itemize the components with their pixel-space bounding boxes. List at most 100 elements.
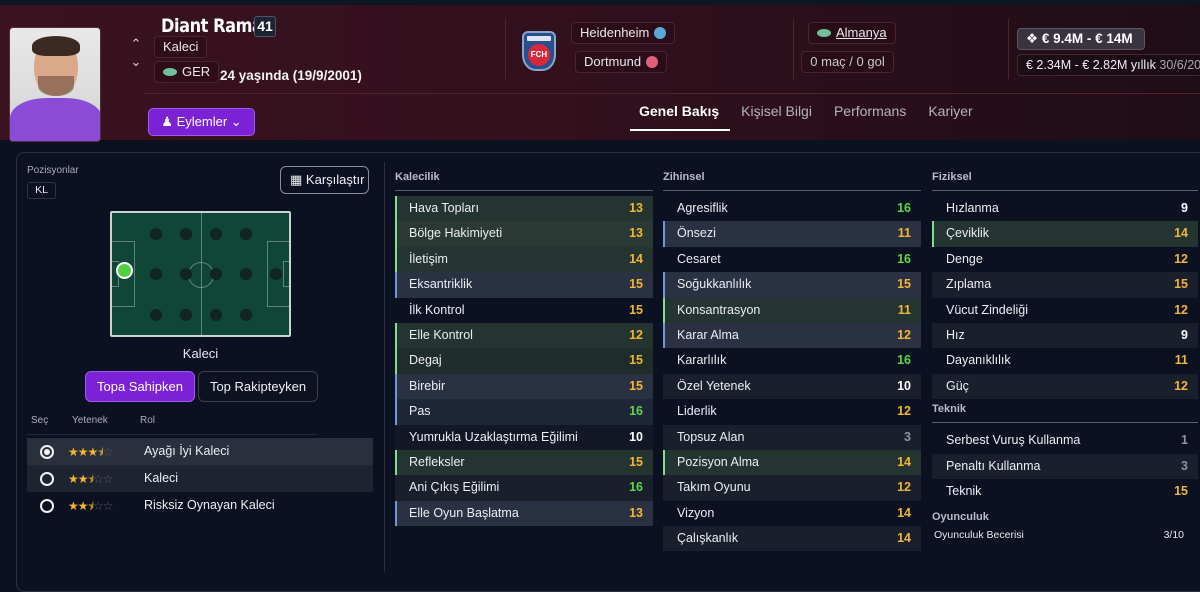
attribute-row[interactable]: Özel Yetenek 10 [663,373,921,400]
wage-chip: € 2.34M - € 2.82M yıllık 30/6/20 [1017,54,1200,76]
shirt-number: 41 [254,16,276,37]
top-strip [0,0,1200,5]
section-title: Kalecilik [395,171,440,183]
role-radio[interactable] [40,445,54,459]
attribute-row[interactable]: Hızlanma 9 [946,201,1188,215]
chevron-up-icon[interactable]: ⌃ [130,36,142,51]
flag-icon [163,67,177,76]
compare-button[interactable]: ▦ Karşılaştır [280,166,369,194]
nation-link[interactable]: Almanya [836,25,887,40]
in-possession-toggle[interactable]: Topa Sahipken [85,371,195,402]
attribute-row[interactable]: Refleksler 15 [395,449,653,476]
attribute-row[interactable]: Ani Çıkış Eğilimi 16 [395,475,653,501]
role-name: Kaleci [144,471,179,485]
role-table-divider [27,434,317,435]
actions-button[interactable]: ♟ Eylemler ⌄ [148,108,255,136]
attribute-row[interactable]: Serbest Vuruş Kullanma 1 [946,433,1188,448]
physical-attributes: Fiziksel Hızlanma 9 Çeviklik 14 Denge 12 Zı… [932,170,1198,544]
transfer-value-chip: ❖ € 9.4M - € 14M [1017,28,1145,50]
role-radio[interactable] [40,499,54,513]
loan-clock-icon [654,26,667,39]
nationality-chip[interactable]: GER [154,61,220,83]
parent-club-name: Dortmund [584,54,642,69]
star-rating: ★★⯨☆☆ [68,499,113,513]
section-title: Oyunculuk [932,511,989,524]
select-header: Seç [31,415,49,426]
section-title: Zihinsel [663,171,705,183]
attribute-row[interactable]: Birebir 15 [395,373,653,400]
attribute-row[interactable]: Vücut Zindeliği 12 [946,302,1188,317]
role-row[interactable]: ★★⯨☆☆ Kaleci [27,465,373,492]
transfer-value: € 9.4M - € 14M [1041,31,1133,46]
attribute-row[interactable]: Karar Alma 12 [663,322,921,349]
attribute-row[interactable]: Dayanıklılık 11 [946,353,1188,368]
caps-chip: 0 maç / 0 gol [801,51,894,73]
attribute-row[interactable]: Vizyon 14 [677,505,911,520]
divider [505,19,506,79]
attribute-row[interactable]: Hava Topları 13 [395,196,653,222]
positions-title: Pozisyonlar [27,165,79,176]
attribute-row[interactable]: Çeviklik 14 [932,221,1198,247]
attribute-row[interactable]: Elle Kontrol 12 [395,322,653,349]
person-icon: ♟ [161,114,173,129]
flag-icon [817,28,831,37]
actions-label: Eylemler [176,114,228,129]
compare-label: Karşılaştır [305,172,365,187]
role-radio[interactable] [40,472,54,486]
goalkeeping-attributes: Kalecilik Hava Topları 13 Bölge Hakimiyet… [395,170,653,527]
attribute-row[interactable]: Agresiflik 16 [677,201,911,215]
role-row[interactable]: ★★★⯨☆ Ayağı İyi Kaleci [27,438,373,465]
attribute-row[interactable]: Soğukkanlılık 15 [663,272,921,298]
attribute-row[interactable]: Zıplama 15 [932,272,1198,298]
role-name: Ayağı İyi Kaleci [144,444,230,458]
attribute-row[interactable]: Güç 12 [932,373,1198,400]
player-nav: ⌃ ⌄ [128,35,144,71]
attribute-row[interactable]: Hız 9 [932,322,1198,349]
attribute-row[interactable]: Degaj 15 [395,348,653,374]
attribute-row[interactable]: Teknik 15 [946,483,1188,498]
tab-overview[interactable]: Genel Bakış [628,101,731,135]
attribute-row[interactable]: Topsuz Alan 3 [663,424,921,450]
club-badge[interactable]: FCH [522,31,556,71]
attribute-row[interactable]: Pozisyon Alma 14 [663,449,921,476]
acting-row: Oyunculuk Becerisi 3/10 [934,529,1184,542]
attribute-row[interactable]: Çalışkanlık 14 [663,526,921,552]
attribute-row[interactable]: Elle Oyun Başlatma 13 [395,500,653,527]
chevron-down-icon[interactable]: ⌄ [130,54,142,69]
attribute-row[interactable]: Denge 12 [946,251,1188,266]
role-row[interactable]: ★★⯨☆☆ Risksiz Oynayan Kaleci [27,492,373,519]
loan-clock-icon [646,55,659,68]
divider [793,19,794,79]
attribute-row[interactable]: Önsezi 11 [663,221,921,247]
attribute-row[interactable]: Eksantriklik 15 [395,272,653,298]
attribute-row[interactable]: İletişim 14 [395,246,653,273]
attribute-row[interactable]: Yumrukla Uzaklaştırma Eğilimi 10 [395,424,653,450]
out-of-possession-toggle[interactable]: Top Rakipteyken [198,371,318,402]
contract-expiry: 30/6/20 [1159,58,1200,72]
star-rating: ★★★⯨☆ [68,445,113,459]
tab-performance[interactable]: Performans [833,103,907,119]
attribute-row[interactable]: Cesaret 16 [677,251,911,266]
tab-personal-info[interactable]: Kişisel Bilgi [741,103,812,119]
goalkeeper-position-marker[interactable] [116,262,133,279]
attribute-row[interactable]: Takım Oyunu 12 [663,475,921,501]
current-club-name: Heidenheim [580,25,650,40]
star-rating: ★★⯨☆☆ [68,472,113,486]
current-club-chip[interactable]: Heidenheim [571,22,676,44]
attribute-row[interactable]: Penaltı Kullanma 3 [932,453,1198,479]
selected-position-name: Kaleci [182,346,219,361]
attribute-row[interactable]: Kararlılık 16 [677,353,911,368]
attribute-row[interactable]: İlk Kontrol 15 [409,302,643,317]
parent-club-chip[interactable]: Dortmund [575,51,668,73]
compare-icon: ▦ [290,172,303,187]
profile-tabs: Genel Bakış Kişisel Bilgi Performans Kar… [628,101,984,135]
player-photo [9,27,101,142]
position-code-chip: KL [27,182,56,199]
nation-chip[interactable]: Almanya [808,22,896,44]
price-tag-icon: ❖ [1026,31,1039,46]
tab-career[interactable]: Kariyer [928,103,973,119]
attribute-row[interactable]: Bölge Hakimiyeti 13 [395,221,653,247]
attribute-row[interactable]: Pas 16 [395,399,653,425]
attribute-row[interactable]: Konsantrasyon 11 [663,297,921,323]
attribute-row[interactable]: Liderlik 12 [677,404,911,419]
